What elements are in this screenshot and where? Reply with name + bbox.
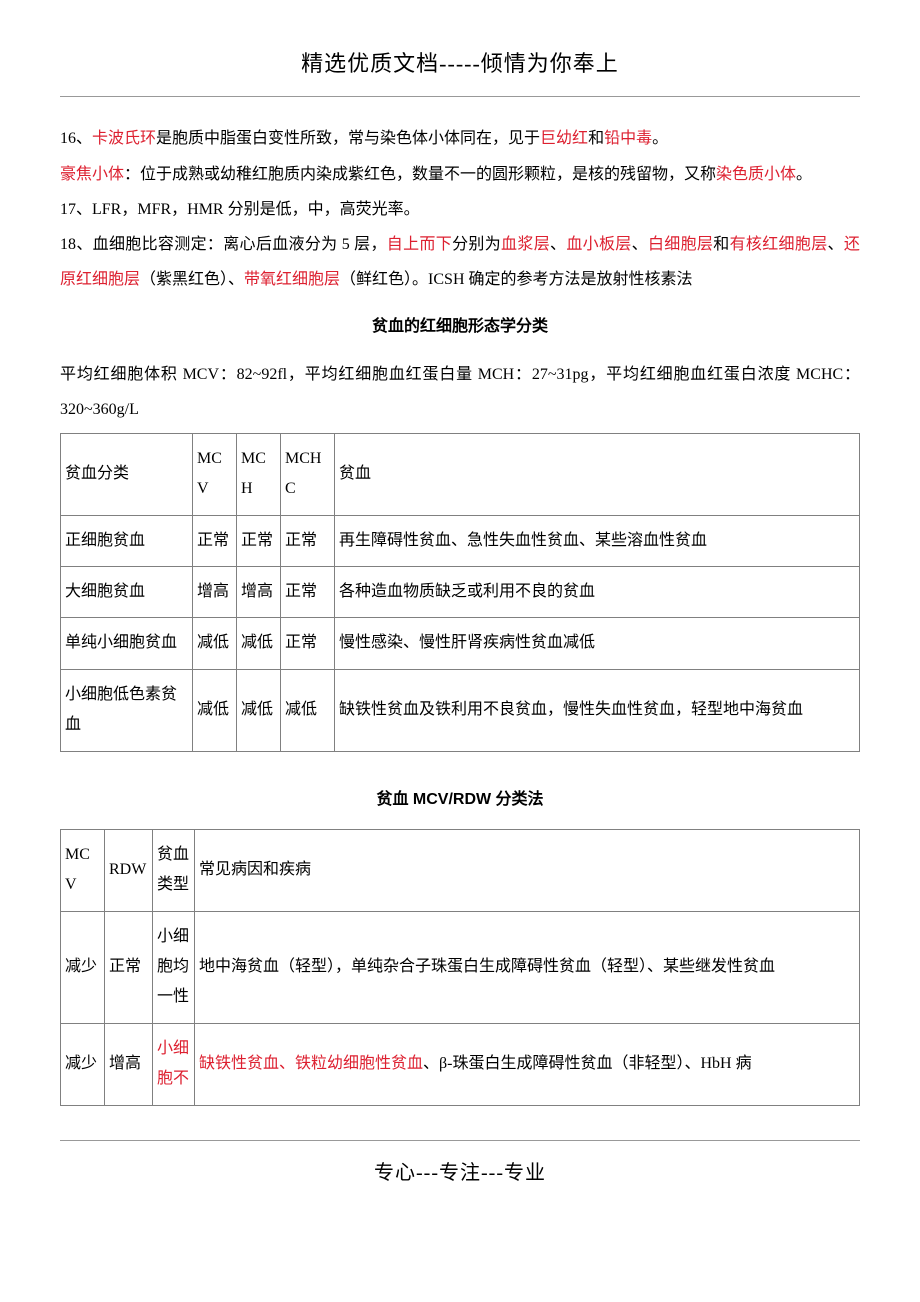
p16b-t4: 。: [796, 166, 812, 183]
cell: 正细胞贫血: [61, 515, 193, 566]
p16-t3: 巨幼红: [540, 130, 588, 147]
p16-t5: 铅中毒: [604, 130, 652, 147]
cell: 小细胞均一性: [153, 911, 195, 1023]
table-row: 减少 正常 小细胞均一性 地中海贫血（轻型），单纯杂合子珠蛋白生成障碍性贫血（轻…: [61, 911, 860, 1023]
t1-h5: 贫血: [335, 433, 860, 515]
cell: 大细胞贫血: [61, 567, 193, 618]
t2-h4: 常见病因和疾病: [195, 829, 860, 911]
table-row: 大细胞贫血 增高 增高 正常 各种造血物质缺乏或利用不良的贫血: [61, 567, 860, 618]
t2-h3: 贫血类型: [153, 829, 195, 911]
cell: 小细胞低色素贫血: [61, 669, 193, 751]
cell: 正常: [281, 515, 335, 566]
p16b-t1: 豪焦小体: [60, 166, 124, 183]
cell: 缺铁性贫血及铁利用不良贫血，慢性失血性贫血，轻型地中海贫血: [335, 669, 860, 751]
table-row: MCV RDW 贫血类型 常见病因和疾病: [61, 829, 860, 911]
cell: 小细胞不: [153, 1023, 195, 1105]
t2-h2: RDW: [105, 829, 153, 911]
t2-h1: MCV: [61, 829, 105, 911]
cell: 正常: [281, 618, 335, 669]
page-footer: 专心---专注---专业: [60, 1140, 860, 1195]
p18-t3: 分别为: [452, 236, 501, 253]
table-row: 正细胞贫血 正常 正常 正常 再生障碍性贫血、急性失血性贫血、某些溶血性贫血: [61, 515, 860, 566]
cell: 减低: [237, 618, 281, 669]
para-16b: 豪焦小体：位于成熟或幼稚红胞质内染成紫红色，数量不一的圆形颗粒，是核的残留物，又…: [60, 157, 860, 192]
cell: 减低: [281, 669, 335, 751]
cell: 减少: [61, 1023, 105, 1105]
cell: 减低: [193, 618, 237, 669]
p18-t11: 、: [828, 236, 844, 253]
cell: 单纯小细胞贫血: [61, 618, 193, 669]
p18-t9: 和: [713, 236, 729, 253]
p16b-t2: ：位于成熟或幼稚红胞质内染成紫红色，数量不一的圆形颗粒，是核的残留物，又称: [124, 166, 716, 183]
cell: 缺铁性贫血、铁粒幼细胞性贫血、β-珠蛋白生成障碍性贫血（非轻型）、HbH 病: [195, 1023, 860, 1105]
cell: 减少: [61, 911, 105, 1023]
cell: 增高: [237, 567, 281, 618]
page-header: 精选优质文档-----倾情为你奉上: [60, 40, 860, 97]
table-mcv-rdw: MCV RDW 贫血类型 常见病因和疾病 减少 正常 小细胞均一性 地中海贫血（…: [60, 829, 860, 1106]
p18-t13: （紫黑红色）、: [140, 271, 244, 288]
p18-t4: 血浆层: [501, 236, 550, 253]
section2-title: 贫血 MCV/RDW 分类法: [60, 782, 860, 817]
para-18: 18、血细胞比容测定：离心后血液分为 5 层，自上而下分别为血浆层、血小板层、白…: [60, 227, 860, 297]
t2r2-red: 缺铁性贫血、铁粒幼细胞性贫血: [199, 1055, 423, 1072]
cell: 正常: [105, 911, 153, 1023]
para-17: 17、LFR，MFR，HMR 分别是低，中，高荧光率。: [60, 192, 860, 227]
table-morphology: 贫血分类 MCV MCH MCHC 贫血 正细胞贫血 正常 正常 正常 再生障碍…: [60, 433, 860, 752]
para-ref: 平均红细胞体积 MCV：82~92fl，平均红细胞血红蛋白量 MCH：27~31…: [60, 357, 860, 427]
p18-t6: 血小板层: [566, 236, 631, 253]
cell: 各种造血物质缺乏或利用不良的贫血: [335, 567, 860, 618]
p16-t1: 卡波氏环: [92, 130, 156, 147]
cell: 减低: [193, 669, 237, 751]
cell: 正常: [193, 515, 237, 566]
p18-t2: 自上而下: [387, 236, 452, 253]
para-16: 16、卡波氏环是胞质中脂蛋白变性所致，常与染色体小体同在，见于巨幼红和铅中毒。: [60, 121, 860, 156]
cell: 正常: [281, 567, 335, 618]
t1-h2: MCV: [193, 433, 237, 515]
table-row: 贫血分类 MCV MCH MCHC 贫血: [61, 433, 860, 515]
table-row: 单纯小细胞贫血 减低 减低 正常 慢性感染、慢性肝肾疾病性贫血减低: [61, 618, 860, 669]
p16-t6: 。: [652, 130, 668, 147]
table-row: 减少 增高 小细胞不 缺铁性贫血、铁粒幼细胞性贫血、β-珠蛋白生成障碍性贫血（非…: [61, 1023, 860, 1105]
p18-t14: 带氧红细胞层: [244, 271, 340, 288]
t2r2-plain: 、β-珠蛋白生成障碍性贫血（非轻型）、HbH 病: [423, 1055, 752, 1072]
cell: 再生障碍性贫血、急性失血性贫血、某些溶血性贫血: [335, 515, 860, 566]
cell: 慢性感染、慢性肝肾疾病性贫血减低: [335, 618, 860, 669]
p16b-t3: 染色质小体: [716, 166, 796, 183]
p16-t4: 和: [588, 130, 604, 147]
cell: 增高: [193, 567, 237, 618]
t1-h3: MCH: [237, 433, 281, 515]
cell: 地中海贫血（轻型），单纯杂合子珠蛋白生成障碍性贫血（轻型）、某些继发性贫血: [195, 911, 860, 1023]
p18-t7: 、: [632, 236, 648, 253]
cell: 正常: [237, 515, 281, 566]
cell: 增高: [105, 1023, 153, 1105]
table-row: 小细胞低色素贫血 减低 减低 减低 缺铁性贫血及铁利用不良贫血，慢性失血性贫血，…: [61, 669, 860, 751]
p18-t1: 18、血细胞比容测定：离心后血液分为 5 层，: [60, 236, 387, 253]
p18-t15: （鲜红色）。ICSH 确定的参考方法是放射性核素法: [340, 271, 692, 288]
t1-h4: MCHC: [281, 433, 335, 515]
t1-h1: 贫血分类: [61, 433, 193, 515]
section1-title: 贫血的红细胞形态学分类: [60, 309, 860, 344]
p18-t5: 、: [550, 236, 566, 253]
p18-t10: 有核红细胞层: [730, 236, 828, 253]
cell: 减低: [237, 669, 281, 751]
p16-prefix: 16、: [60, 130, 92, 147]
p16-t2: 是胞质中脂蛋白变性所致，常与染色体小体同在，见于: [156, 130, 540, 147]
p18-t8: 白细胞层: [648, 236, 713, 253]
